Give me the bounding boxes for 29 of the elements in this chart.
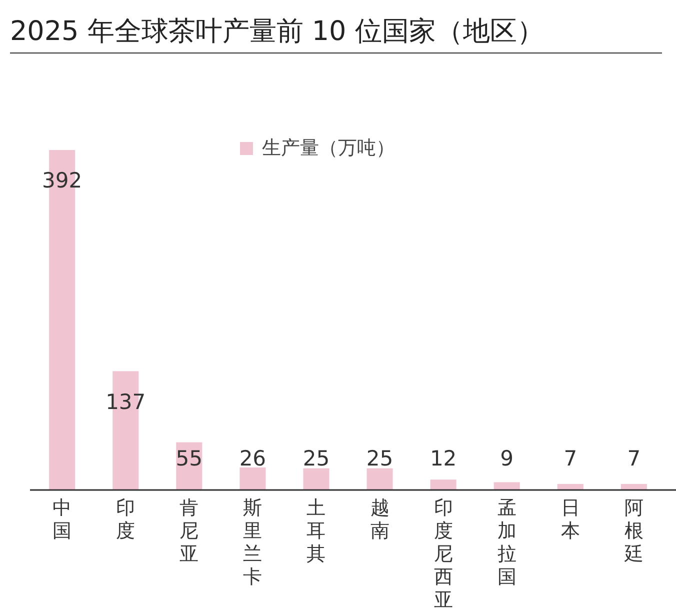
chart-title: 2025 年全球茶叶产量前 10 位国家（地区） [10,16,544,47]
data-label: 25 [366,446,394,471]
bar [303,468,330,490]
x-tick-label: 印度尼西亚 [434,497,453,611]
x-tick-label: 日本 [560,497,580,542]
x-tick-label: 越南 [370,497,390,542]
data-label: 137 [106,390,146,414]
legend-label: 生产量（万吨） [262,137,395,160]
x-tick-label: 肯尼亚 [180,497,199,565]
data-label: 7 [564,446,578,471]
bar [494,482,520,490]
x-tick-label: 孟加拉国 [497,497,516,588]
bar [620,484,647,490]
data-label: 12 [430,446,457,471]
x-tick-label: 土耳其 [306,497,326,565]
bar [366,468,393,490]
x-tick-label: 斯里兰卡 [243,497,262,588]
x-tick-label: 阿根廷 [623,497,644,565]
bar [557,484,584,490]
x-tick-label: 中国 [52,497,72,542]
bar [430,480,456,490]
data-label: 25 [302,446,330,471]
data-label: 26 [239,446,266,471]
data-label: 9 [500,446,514,471]
data-label: 55 [176,446,203,471]
bar [240,467,266,490]
data-label: 392 [42,168,82,193]
x-tick-label: 印度 [116,497,136,542]
data-label: 7 [627,446,641,471]
